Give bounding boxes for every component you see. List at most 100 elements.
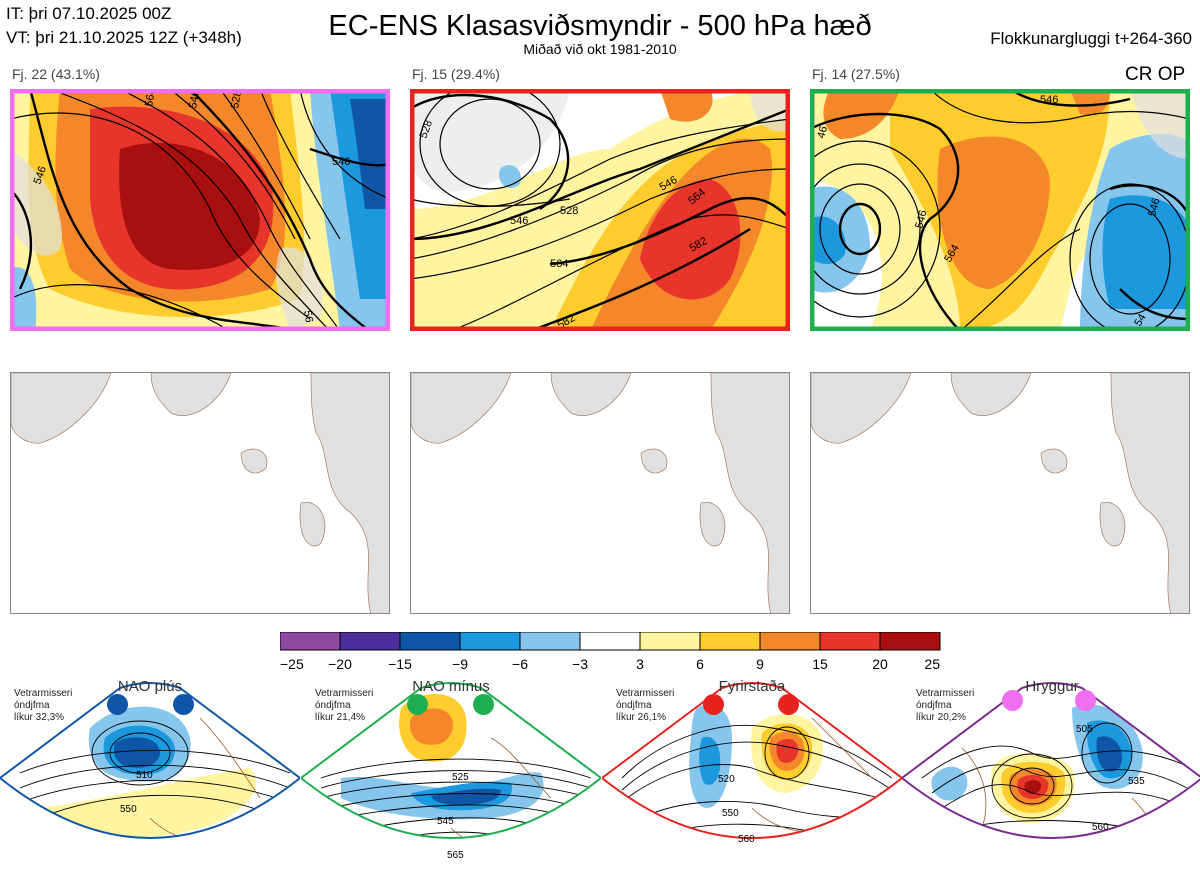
colorbar-tick-label: 25 [924, 656, 940, 672]
colorbar: −25 −20 −15 −9 −6 −3 3 6 9 15 20 25 [279, 631, 960, 677]
regime-nao-plus: 510 550 NAO plús Vetrarmisseri óndjfma l… [0, 678, 300, 868]
base-map-3 [810, 372, 1190, 614]
regime-contour-label: 560 [1092, 822, 1109, 833]
regime-dot [107, 694, 128, 715]
stat-line: líkur 20,2% [916, 712, 967, 723]
regime-contour-label: 535 [1128, 776, 1145, 787]
page-subtitle: Miðað við okt 1981-2010 [523, 41, 677, 57]
stat-line: óndjfma [916, 700, 952, 711]
colorbar-tick-label: −20 [328, 656, 352, 672]
regime-title: Fyrirstaða [718, 678, 786, 695]
colorbar-swatch [579, 631, 641, 651]
regime-contour-label: 550 [722, 808, 739, 819]
cluster-1-contour-label: 546 [187, 89, 202, 109]
colorbar-tick-label: 20 [872, 656, 888, 672]
stat-line: Vetrarmisseri [315, 688, 374, 699]
cr-op-label: CR OP [1125, 64, 1186, 85]
colorbar-swatch [339, 631, 401, 651]
cluster-2-contour-label: 528 [560, 205, 578, 217]
regime-dot [473, 694, 494, 715]
regime-stats: Vetrarmisseri óndjfma líkur 21,4% [315, 688, 373, 724]
colorbar-swatch [279, 631, 341, 651]
colorbar-swatch [519, 631, 581, 651]
colorbar-swatch [699, 631, 761, 651]
stat-line: líkur 32,3% [14, 712, 65, 723]
cluster-1-label: Fj. 22 (43.1%) [12, 66, 100, 82]
regime-title: NAO plús [117, 678, 183, 695]
cluster-2-frame [410, 89, 790, 331]
cluster-2-contour-label: 528 [418, 119, 436, 140]
cluster-3-contour-label: 546 [1146, 197, 1162, 218]
regime-title: Hryggur [1025, 678, 1079, 695]
cluster-2-label: Fj. 15 (29.4%) [412, 66, 500, 82]
regime-dot [1075, 690, 1096, 711]
regime-contour-label: 550 [120, 804, 137, 815]
colorbar-tick-label: 3 [636, 656, 644, 672]
regime-title: NAO mínus [412, 678, 490, 695]
stat-line: óndjfma [616, 700, 652, 711]
regime-blocking: 520 550 560 Fyrirstaða Vetrarmisseri ónd… [602, 678, 902, 868]
regime-contour-label: 510 [136, 770, 153, 781]
cluster-3-label: Fj. 14 (27.5%) [812, 66, 900, 82]
regime-dot [778, 694, 799, 715]
colorbar-swatch [879, 631, 941, 651]
regime-nao-minus: 525 545 565 NAO mínus Vetrarmisseri óndj… [301, 678, 601, 868]
cluster-2-contour-label: 564 [550, 258, 568, 270]
colorbar-tick-label: −9 [452, 656, 468, 672]
stat-line: líkur 26,1% [616, 712, 667, 723]
colorbar-swatch [819, 631, 881, 651]
regime-ridge: 505 535 560 Hryggur Vetrarmisseri óndjfm… [902, 678, 1200, 868]
cluster-3-contour-label: 54 [1132, 312, 1149, 329]
stat-line: óndjfma [14, 700, 50, 711]
regime-contour-label: 505 [1076, 724, 1093, 735]
regime-stats: Vetrarmisseri óndjfma líkur 32,3% [14, 688, 72, 724]
colorbar-tick-label: −25 [280, 656, 304, 672]
regime-contour-label: 560 [738, 834, 755, 845]
valid-time: VT: þri 21.10.2025 12Z (+348h) [6, 28, 242, 47]
colorbar-swatch [459, 631, 521, 651]
stat-line: óndjfma [315, 700, 351, 711]
cluster-3-map: 546 46 546 564 546 54 [810, 89, 1190, 331]
cluster-1-contour-label: 546 [332, 156, 350, 168]
stat-line: Vetrarmisseri [616, 688, 675, 699]
regime-contour-label: 565 [447, 850, 464, 861]
colorbar-swatch [759, 631, 821, 651]
colorbar-tick-label: −6 [512, 656, 528, 672]
cluster-3-contour-label: 46 [815, 125, 830, 140]
regime-dot [1002, 690, 1023, 711]
base-map-2 [410, 372, 790, 614]
regime-stats: Vetrarmisseri óndjfma líkur 20,2% [916, 688, 974, 724]
colorbar-tick-label: 9 [756, 656, 764, 672]
cluster-1-map: 546 564 546 528 546 56 [10, 89, 390, 331]
regime-dot [407, 694, 428, 715]
cluster-1-contour-label: 546 [32, 165, 50, 186]
cluster-window: Flokkunargluggi t+264-360 [990, 29, 1192, 48]
page-title: EC-ENS Klasasviðsmyndir - 500 hPa hæð [328, 10, 872, 42]
regime-contour-label: 545 [437, 816, 454, 827]
stat-line: Vetrarmisseri [14, 688, 73, 699]
regime-frame [902, 682, 1200, 839]
colorbar-swatch [639, 631, 701, 651]
initial-time: IT: þri 07.10.2025 00Z [6, 4, 172, 23]
regime-stats: Vetrarmisseri óndjfma líkur 26,1% [616, 688, 674, 724]
colorbar-tick-label: −3 [572, 656, 588, 672]
regime-contour-label: 520 [718, 774, 735, 785]
regime-frame [602, 682, 902, 839]
regime-frame [301, 682, 601, 839]
cluster-3-contour-label: 546 [913, 209, 929, 230]
cluster-1-contour-label: 564 [143, 89, 158, 108]
base-map-1 [10, 372, 390, 614]
cluster-1-contour-label: 528 [229, 89, 244, 109]
regime-contour-label: 525 [452, 772, 469, 783]
cluster-1-frame [10, 89, 390, 331]
stat-line: líkur 21,4% [315, 712, 366, 723]
stat-line: Vetrarmisseri [916, 688, 975, 699]
colorbar-tick-label: 6 [696, 656, 704, 672]
cluster-3-contour-label: 546 [1040, 94, 1058, 106]
cluster-3-frame [810, 89, 1190, 331]
colorbar-swatch [399, 631, 461, 651]
regime-dot [703, 694, 724, 715]
cluster-2-map: 528 546 528 564 546 564 582 582 [410, 89, 790, 331]
cluster-2-contour-label: 546 [510, 215, 528, 227]
colorbar-tick-label: −15 [388, 656, 412, 672]
